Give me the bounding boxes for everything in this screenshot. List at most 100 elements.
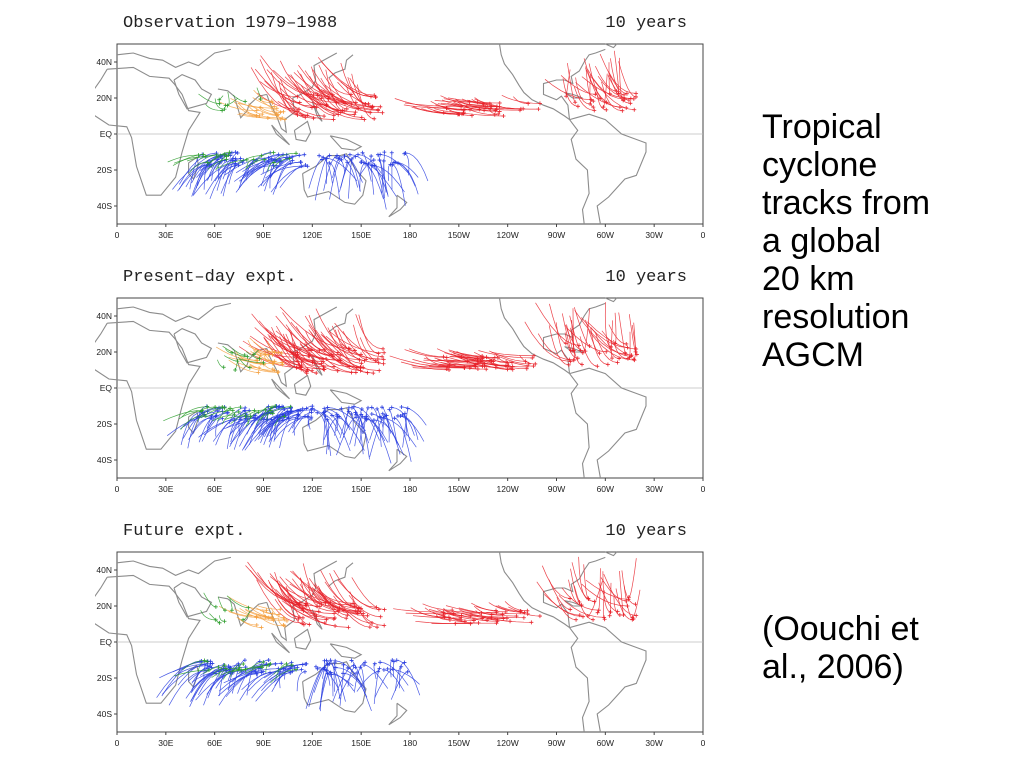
panel-period: 10 years xyxy=(605,522,687,541)
cyclone-track xyxy=(228,359,259,373)
lon-tick-label: 60E xyxy=(207,484,222,494)
genesis-marker xyxy=(346,625,351,630)
cyclone-track xyxy=(304,315,360,361)
genesis-marker xyxy=(336,112,341,117)
cyclone-track xyxy=(293,415,299,436)
genesis-marker xyxy=(353,608,358,613)
caption-line: tracks from xyxy=(762,184,931,222)
genesis-marker xyxy=(316,609,321,614)
genesis-marker xyxy=(352,348,357,353)
cyclone-track xyxy=(223,668,279,684)
cyclone-track xyxy=(537,333,574,361)
lon-tick-label: 180 xyxy=(403,738,417,748)
cyclone-track xyxy=(323,156,337,191)
coastline xyxy=(311,355,323,376)
cyclone-track xyxy=(282,94,306,118)
genesis-marker xyxy=(337,606,342,611)
genesis-marker xyxy=(288,161,293,166)
cyclone-track xyxy=(269,408,303,437)
genesis-marker xyxy=(568,359,573,364)
cyclone-track xyxy=(299,91,356,113)
cyclone-track xyxy=(230,418,246,443)
genesis-marker xyxy=(402,151,407,156)
cyclone-track xyxy=(177,164,208,192)
genesis-marker xyxy=(607,613,612,618)
cyclone-track xyxy=(248,668,291,692)
genesis-marker xyxy=(358,665,363,670)
cyclone-track xyxy=(437,103,467,107)
genesis-marker xyxy=(296,616,301,621)
cyclone-track xyxy=(189,673,217,707)
cyclone-track xyxy=(212,414,235,422)
genesis-marker xyxy=(198,659,203,664)
cyclone-track xyxy=(351,407,370,444)
cyclone-track xyxy=(351,660,365,688)
genesis-marker xyxy=(262,157,267,162)
cyclone-track xyxy=(198,661,208,672)
cyclone-track xyxy=(354,416,363,447)
caption-line: 20 km xyxy=(762,260,855,298)
genesis-marker xyxy=(295,665,300,670)
genesis-marker xyxy=(339,157,344,162)
cyclone-track xyxy=(371,407,382,447)
cyclone-track xyxy=(261,672,291,692)
cyclone-track xyxy=(296,351,317,374)
cyclone-track xyxy=(628,558,637,598)
cyclone-track xyxy=(215,156,227,171)
genesis-marker xyxy=(381,361,386,366)
genesis-marker xyxy=(378,104,383,109)
genesis-marker xyxy=(261,669,266,674)
genesis-marker xyxy=(614,89,619,94)
genesis-marker xyxy=(342,154,347,159)
genesis-marker xyxy=(492,355,497,360)
genesis-marker xyxy=(278,117,283,122)
genesis-marker xyxy=(284,661,289,666)
cyclone-track xyxy=(401,406,427,426)
genesis-marker xyxy=(315,666,320,671)
genesis-marker xyxy=(362,117,367,122)
cyclone-track xyxy=(331,325,355,351)
lon-tick-label: 0 xyxy=(701,738,706,748)
cyclone-track xyxy=(306,90,339,115)
cyclone-track xyxy=(314,155,330,201)
genesis-marker xyxy=(626,597,631,602)
lon-tick-label: 150W xyxy=(448,230,470,240)
lon-tick-label: 90E xyxy=(256,230,271,240)
cyclone-track xyxy=(258,98,273,104)
genesis-marker xyxy=(375,625,380,630)
genesis-marker xyxy=(257,356,262,361)
genesis-marker xyxy=(620,108,625,113)
genesis-marker xyxy=(338,352,343,357)
genesis-marker xyxy=(303,662,308,667)
cyclone-track xyxy=(279,336,299,363)
genesis-marker xyxy=(325,671,330,676)
genesis-marker xyxy=(377,158,382,163)
cyclone-track xyxy=(254,347,269,356)
coastline xyxy=(564,92,583,99)
genesis-marker xyxy=(220,108,225,113)
cyclone-track xyxy=(228,611,257,618)
cyclone-track xyxy=(333,570,377,608)
cyclone-track xyxy=(332,665,354,703)
genesis-marker xyxy=(363,660,368,665)
lon-tick-label: 60E xyxy=(207,738,222,748)
genesis-marker xyxy=(628,101,633,106)
cyclone-track xyxy=(535,302,580,346)
genesis-marker xyxy=(330,92,335,97)
cyclone-track xyxy=(412,367,447,370)
cyclone-track xyxy=(342,331,367,360)
cyclone-track xyxy=(238,112,281,120)
cyclone-track xyxy=(588,63,607,103)
genesis-marker xyxy=(610,356,615,361)
cyclone-track xyxy=(299,343,324,360)
lon-tick-label: 90W xyxy=(548,738,565,748)
genesis-marker xyxy=(271,150,276,155)
genesis-marker xyxy=(205,659,210,664)
genesis-marker xyxy=(631,357,636,362)
cyclone-track xyxy=(583,58,601,99)
cyclone-track xyxy=(263,352,283,365)
cyclone-track xyxy=(618,61,637,98)
genesis-marker xyxy=(344,106,349,111)
genesis-marker xyxy=(568,607,573,612)
cyclone-track xyxy=(279,576,339,612)
